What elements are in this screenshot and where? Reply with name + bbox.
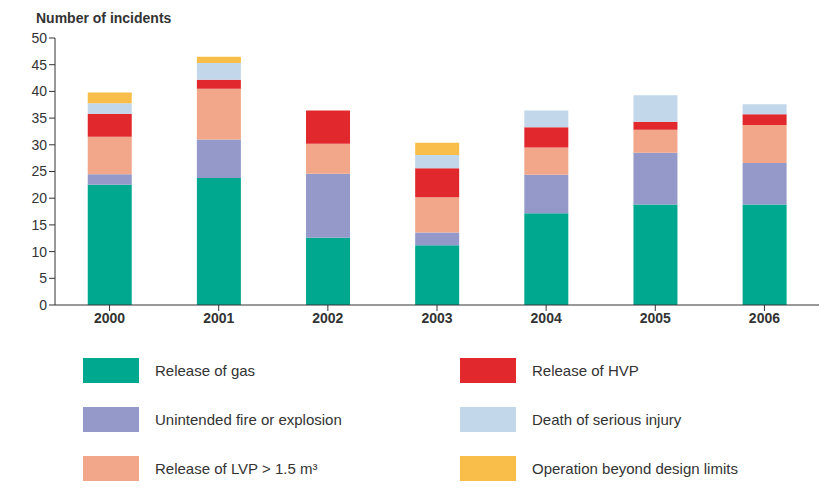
svg-text:2004: 2004	[531, 310, 562, 326]
svg-text:2006: 2006	[749, 310, 780, 326]
svg-text:2001: 2001	[203, 310, 234, 326]
html-text:Release of LVP > 1.5 m³: Release of LVP > 1.5 m³	[155, 460, 318, 477]
svg-text:35: 35	[31, 110, 47, 126]
svg-text:50: 50	[31, 30, 47, 46]
html-text:Death of serious injury: Death of serious injury	[532, 411, 682, 428]
html-text:Release of HVP: Release of HVP	[532, 362, 639, 379]
svg-text:2003: 2003	[421, 310, 452, 326]
html-text:Operation beyond design limits: Operation beyond design limits	[532, 460, 738, 477]
html-text:Number of incidents: Number of incidents	[36, 10, 172, 26]
svg-text:40: 40	[31, 83, 47, 99]
svg-text:5: 5	[39, 270, 47, 286]
svg-text:30: 30	[31, 137, 47, 153]
svg-text:20: 20	[31, 190, 47, 206]
html-text:Unintended fire or explosion: Unintended fire or explosion	[155, 411, 342, 428]
svg-text:2002: 2002	[312, 310, 343, 326]
html-text:Release of gas: Release of gas	[155, 362, 256, 379]
svg-text:15: 15	[31, 217, 47, 233]
svg-text:2000: 2000	[94, 310, 125, 326]
svg-text:10: 10	[31, 244, 47, 260]
svg-text:45: 45	[31, 57, 47, 73]
svg-text:0: 0	[39, 297, 47, 313]
svg-text:2005: 2005	[640, 310, 671, 326]
svg-text:25: 25	[31, 163, 47, 179]
